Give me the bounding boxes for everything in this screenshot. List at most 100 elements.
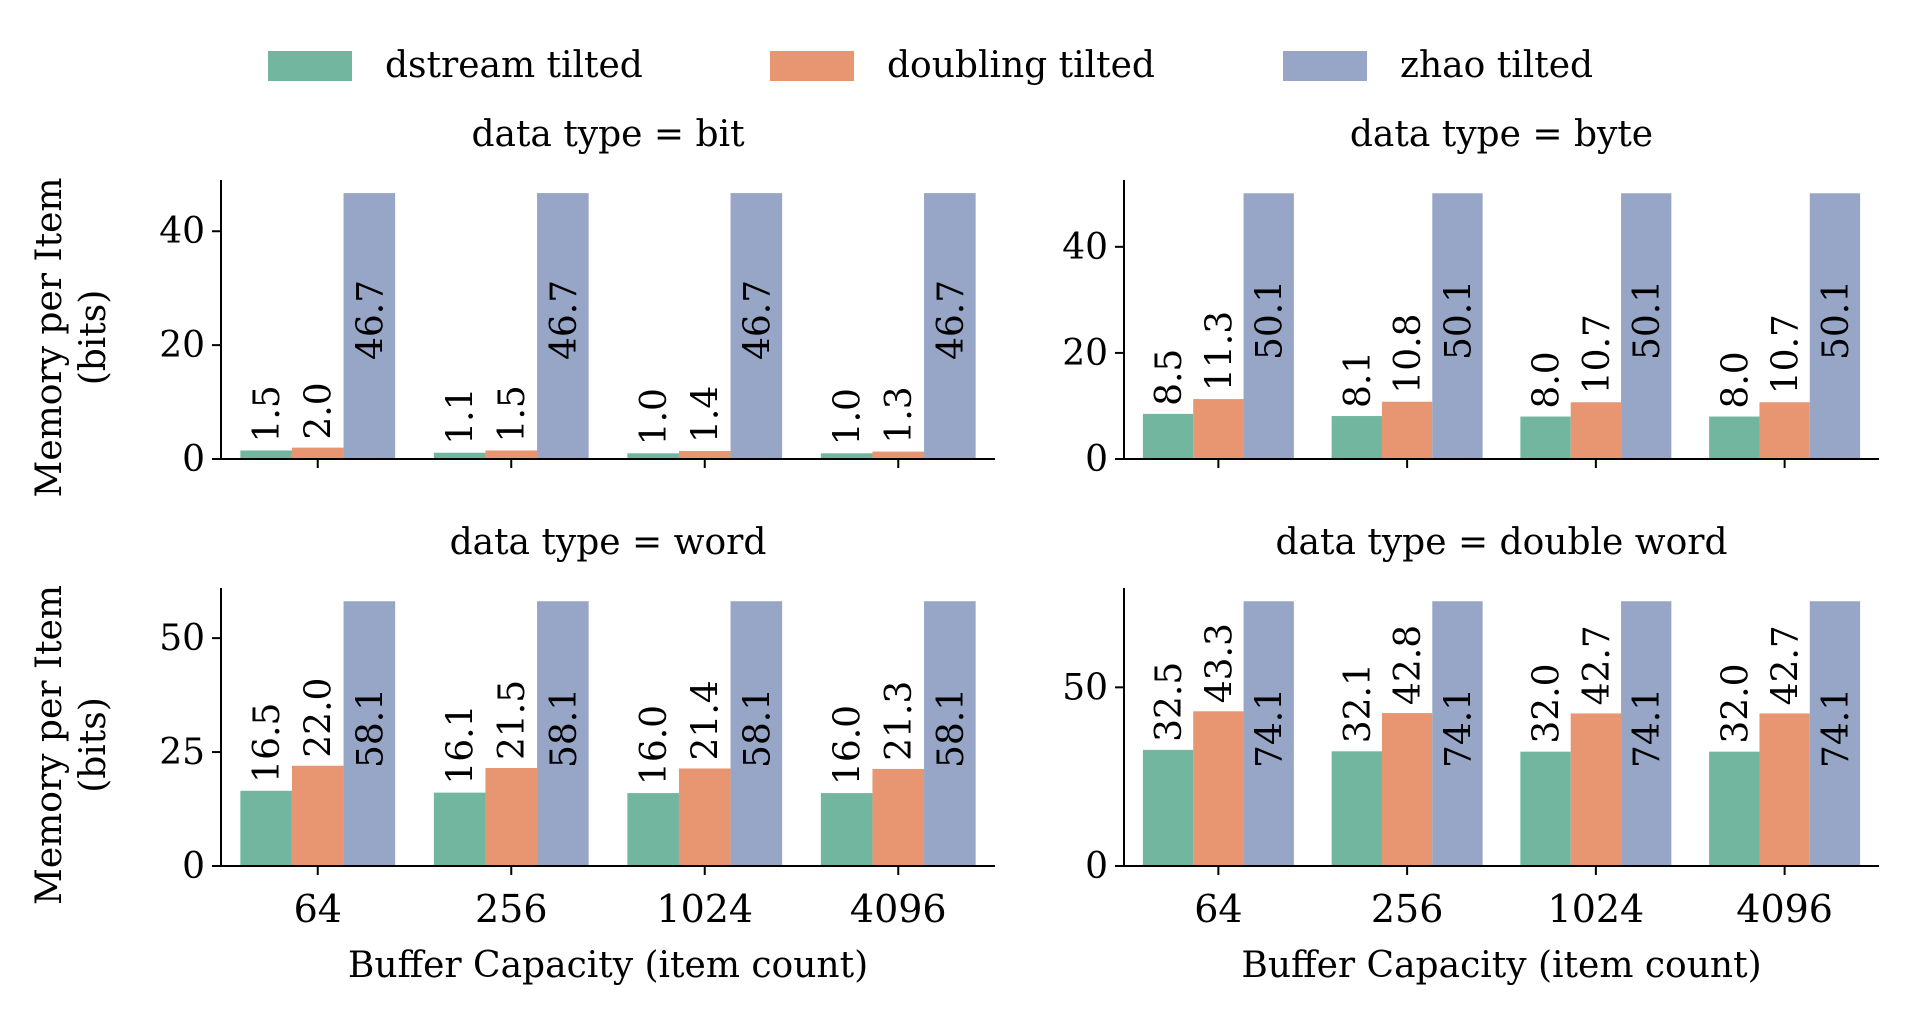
value-label-0-2: 8.0	[1527, 351, 1568, 408]
legend-label-1: doubling tilted	[887, 45, 1155, 86]
value-label-2-3: 58.1	[931, 688, 972, 768]
value-label-2-0: 46.7	[350, 280, 391, 360]
bar-1-2	[678, 451, 731, 459]
legend-label-0: dstream tilted	[385, 45, 643, 86]
value-label-0-2: 16.0	[634, 705, 675, 785]
bar-0-3	[1709, 751, 1760, 866]
bar-1-0	[1193, 399, 1244, 459]
bar-0-1	[433, 792, 486, 866]
y-tick-label-2: 40	[1062, 227, 1108, 268]
panel-title-2: data type = word	[450, 522, 767, 563]
value-label-2-1: 50.1	[1438, 280, 1479, 360]
bar-1-2	[1570, 402, 1622, 459]
panel-2: 16.5 16.1 16.0 16.0 22.0 21.5 21.4 21.3 58.1 58.1…	[29, 522, 995, 986]
bar-1-3	[1759, 713, 1810, 866]
y-tick-label-0: 0	[1085, 846, 1108, 887]
bar-0-2	[1520, 416, 1571, 459]
value-label-1-3: 1.3	[879, 386, 920, 443]
panel-title-3: data type = double word	[1275, 522, 1727, 563]
value-label-1-0: 2.0	[299, 382, 340, 439]
value-label-1-0: 43.3	[1199, 623, 1240, 703]
y-tick-label-1: 20	[1062, 333, 1108, 374]
bar-0-2	[627, 793, 679, 866]
value-label-2-3: 74.1	[1816, 688, 1857, 768]
bar-2-2	[730, 601, 783, 866]
y-tick-label-0: 0	[182, 439, 205, 480]
x-tick-label-2: 1024	[1548, 887, 1645, 931]
bar-2-3	[924, 193, 976, 459]
bar-1-1	[485, 768, 538, 866]
bar-0-0	[1142, 749, 1194, 866]
bar-2-2	[730, 193, 783, 459]
bar-1-0	[1193, 711, 1244, 866]
bar-0-0	[1142, 413, 1194, 459]
value-label-0-3: 8.0	[1715, 351, 1756, 408]
x-tick-label-1: 256	[475, 887, 548, 931]
bar-1-1	[485, 450, 538, 459]
panel-title-0: data type = bit	[471, 114, 745, 155]
value-label-1-2: 10.7	[1577, 314, 1618, 394]
value-label-2-1: 46.7	[544, 280, 585, 360]
bar-0-3	[820, 453, 873, 459]
value-label-1-0: 22.0	[299, 678, 340, 758]
value-label-0-0: 1.5	[247, 385, 288, 442]
bar-0-2	[627, 453, 679, 459]
y-tick-label-0: 0	[182, 846, 205, 887]
bar-0-1	[1331, 416, 1382, 459]
bar-1-3	[1759, 402, 1810, 459]
legend-swatch-2	[1283, 51, 1367, 81]
value-label-2-1: 74.1	[1438, 688, 1479, 768]
y-axis-label-line-2: (bits)	[73, 290, 114, 386]
value-label-2-1: 58.1	[544, 688, 585, 768]
bar-1-2	[1570, 713, 1622, 866]
y-axis-label-line-1: Memory per Item	[29, 585, 70, 905]
bar-1-0	[291, 765, 344, 866]
x-tick-label-0: 64	[294, 887, 342, 931]
bar-0-3	[1709, 416, 1760, 459]
bar-2-2	[1621, 193, 1672, 460]
bar-2-1	[537, 193, 589, 459]
bar-2-0	[343, 193, 396, 459]
value-label-1-0: 11.3	[1199, 311, 1240, 391]
y-tick-label-1: 50	[1062, 667, 1108, 708]
value-label-1-1: 10.8	[1388, 314, 1429, 394]
bar-2-1	[1432, 601, 1483, 866]
value-label-2-2: 50.1	[1627, 280, 1668, 360]
bar-1-2	[678, 768, 731, 866]
x-tick-label-1: 256	[1371, 887, 1444, 931]
panel-0: 1.5 1.1 1.0 1.02.0 1.5 1.4 1.346.7 46.7 46.7 46.7…	[29, 114, 995, 498]
bar-0-0	[240, 790, 292, 866]
value-label-2-0: 50.1	[1250, 280, 1291, 360]
value-label-0-1: 8.1	[1338, 351, 1379, 408]
value-label-0-2: 32.0	[1527, 663, 1568, 743]
value-label-2-3: 46.7	[931, 280, 972, 360]
x-axis-label: Buffer Capacity (item count)	[348, 945, 868, 986]
bar-2-3	[1809, 601, 1861, 866]
y-axis-label-line-1: Memory per Item	[29, 177, 70, 497]
value-label-1-2: 1.4	[686, 386, 727, 443]
value-label-1-3: 10.7	[1766, 314, 1807, 394]
bar-1-3	[872, 451, 925, 459]
value-label-1-1: 1.5	[492, 385, 533, 442]
value-label-2-2: 58.1	[737, 688, 778, 768]
value-label-0-1: 16.1	[441, 704, 482, 784]
bar-1-1	[1381, 713, 1433, 866]
y-tick-label-2: 50	[159, 618, 205, 659]
x-tick-label-3: 4096	[1736, 887, 1833, 931]
value-label-0-0: 32.5	[1149, 662, 1190, 742]
legend-swatch-0	[268, 51, 352, 81]
value-label-2-0: 74.1	[1250, 688, 1291, 768]
value-label-0-3: 16.0	[828, 705, 869, 785]
bar-2-2	[1621, 601, 1672, 866]
bar-2-0	[343, 601, 396, 866]
x-tick-label-3: 4096	[850, 887, 947, 931]
bar-2-0	[1243, 601, 1294, 866]
bar-0-3	[820, 793, 873, 866]
value-label-0-3: 1.0	[828, 388, 869, 445]
y-axis-label-line-2: (bits)	[73, 697, 114, 793]
panel-title-1: data type = byte	[1350, 114, 1653, 155]
value-label-1-3: 42.7	[1766, 625, 1807, 705]
bar-1-1	[1381, 401, 1433, 459]
x-tick-label-0: 64	[1194, 887, 1242, 931]
